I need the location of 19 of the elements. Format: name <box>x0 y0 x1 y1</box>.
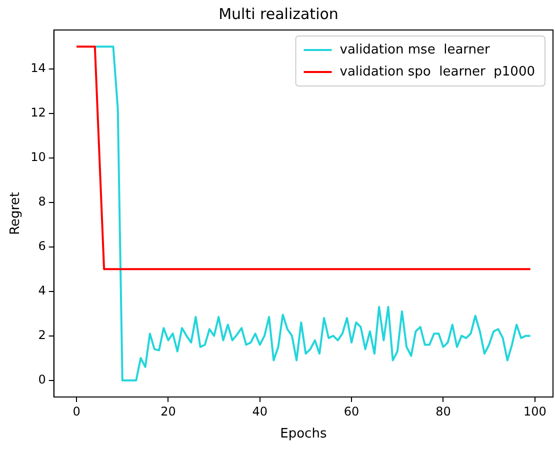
x-axis-title: Epochs <box>280 426 327 442</box>
y-axis-title: Regret <box>8 192 24 235</box>
x-tick-label: 40 <box>252 404 268 418</box>
x-tick-label: 100 <box>523 404 546 418</box>
y-tick-label: 0 <box>38 372 46 386</box>
y-tick-label: 2 <box>38 328 46 342</box>
legend-label: validation spo learner p1000 <box>340 64 536 80</box>
x-tick-label: 60 <box>344 404 360 418</box>
y-tick-label: 14 <box>30 61 46 76</box>
y-tick-label: 8 <box>38 194 46 209</box>
x-tick-label: 20 <box>160 404 176 418</box>
chart-title: Multi realization <box>218 4 338 23</box>
y-tick-label: 10 <box>30 150 46 164</box>
x-tick-label: 80 <box>436 404 451 418</box>
y-tick-label: 12 <box>30 106 46 120</box>
legend-label: validation mse learner <box>340 42 491 58</box>
x-tick-label: 0 <box>72 404 80 418</box>
y-tick-label: 4 <box>38 283 46 298</box>
y-tick-label: 6 <box>38 238 46 253</box>
